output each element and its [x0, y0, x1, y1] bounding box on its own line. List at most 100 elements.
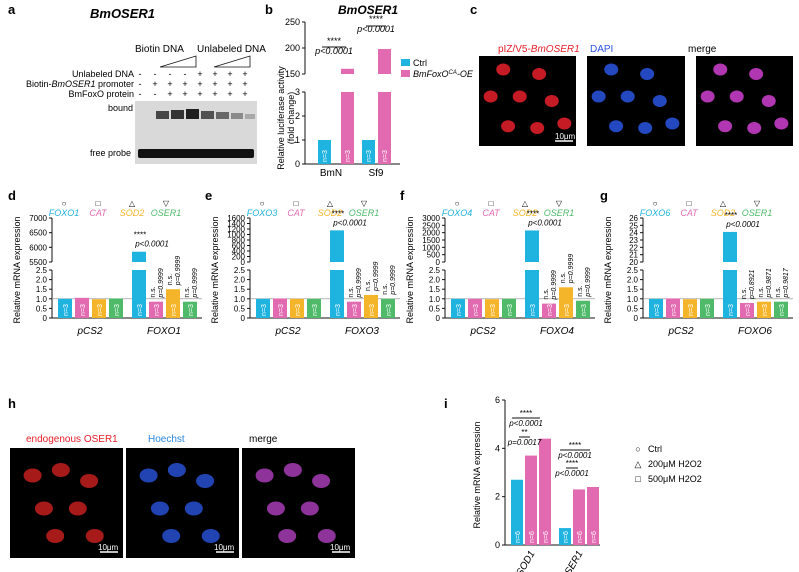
bar [183, 301, 197, 318]
legend-symbol: ▽ [163, 199, 170, 208]
p-value: p<0.0001 [356, 24, 395, 34]
y-tick-label: 25 [629, 221, 638, 230]
y-tick-label: 6500 [29, 229, 47, 238]
nucleus [700, 90, 715, 103]
y-tick-label: 1000 [422, 243, 440, 252]
p-value: p=0.9999 [175, 256, 182, 286]
legend-symbol: △ [129, 199, 136, 208]
legend-symbol: △ [720, 199, 727, 208]
sig-stars: **** [725, 211, 737, 220]
panel-letter-i: i [444, 396, 448, 411]
p-value: p<0.0001 [554, 469, 589, 478]
n-label: n=3 [745, 304, 752, 316]
n-label: n=3 [762, 304, 769, 316]
x-tick-label: pCS2 [469, 326, 495, 337]
bar [757, 301, 771, 318]
bar [341, 68, 354, 74]
biotin-dna-label: Biotin DNA [135, 44, 184, 55]
h-nuclei [23, 463, 336, 543]
p-value: p=0.9999 [356, 268, 363, 298]
panel-b: BmOSER1 Relative luciferase activity(fol… [276, 3, 474, 179]
bar [109, 298, 123, 318]
n-label: n=3 [530, 304, 537, 316]
y-tick-label: 2 [295, 111, 300, 121]
p-value: p<0.0001 [557, 451, 592, 460]
bar [273, 298, 287, 318]
p-value: p<0.0001 [332, 218, 367, 227]
y-tick-label: 500 [427, 251, 441, 260]
y-tick-label: 2.5 [234, 266, 246, 275]
bar [330, 230, 344, 262]
sig-stars: **** [520, 409, 532, 418]
y-tick-label: 1200 [227, 225, 245, 234]
legend-label: FOXO6 [640, 208, 671, 218]
x-tick-label: FOXO6 [738, 326, 772, 337]
n-label: n=3 [154, 304, 161, 316]
y-tick-label: 3000 [422, 214, 440, 223]
panel-letter-c: c [470, 2, 477, 17]
n-label: n=3 [581, 304, 588, 316]
y-tick-label: 2.5 [429, 266, 441, 275]
emsa-mark: + [227, 69, 232, 79]
nucleus [638, 122, 653, 134]
emsa-mark: - [169, 69, 172, 79]
legend-symbol: △ [635, 459, 642, 469]
y-tick-label: 6000 [29, 243, 47, 252]
n-label: n=6 [563, 531, 570, 543]
emsa-mark: - [184, 69, 187, 79]
n-label: n=3 [564, 304, 571, 316]
legend-symbol: □ [635, 474, 641, 484]
y-tick-label: 26 [629, 214, 638, 223]
bound-label: bound [108, 103, 133, 113]
n-label: n=3 [688, 304, 695, 316]
emsa-mark: - [139, 89, 142, 99]
bar [330, 270, 344, 318]
legend-symbol: ○ [260, 199, 265, 208]
c-nuclei [483, 63, 789, 134]
sig-ns: n.s. [560, 272, 567, 283]
n-label: n=3 [322, 150, 329, 162]
h-label-hoechst: Hoechst [148, 434, 185, 445]
row-label-unlabeled: Unlabeled DNA [72, 69, 134, 79]
legend-ctrl-swatch [401, 59, 410, 66]
c-label-plz: pIZ/V5-BmOSER1 [498, 44, 580, 55]
legend-label: FOXO4 [442, 208, 473, 218]
y-tick-label: 1400 [227, 220, 245, 229]
emsa-mark: + [212, 79, 217, 89]
panel-letter-e: e [205, 188, 212, 203]
y-tick-label: 1.5 [429, 285, 441, 294]
nucleus [167, 463, 186, 477]
nucleus [68, 501, 87, 516]
y-tick-label: 2.0 [429, 276, 441, 285]
bar [485, 299, 499, 318]
y-tick-label: 800 [232, 236, 246, 245]
y-axis-label: Relative mRNA expression [12, 216, 22, 323]
bar [378, 49, 391, 74]
nucleus [591, 90, 606, 103]
x-tick-label: BmN [320, 168, 342, 179]
sig-ns: n.s. [543, 288, 550, 299]
y-tick-label: 2.0 [627, 276, 639, 285]
x-tick-label: Sf9 [368, 168, 383, 179]
y-tick-label: 21 [629, 251, 638, 260]
n-label: n=3 [295, 304, 302, 316]
nucleus [150, 501, 169, 516]
luciferase-y-axis-label: Relative luciferase activity(fold change… [276, 66, 296, 170]
nucleus [557, 117, 572, 130]
p-value: p=0.9999 [585, 267, 592, 297]
n-label: n=6 [577, 531, 584, 543]
panel-a: BmOSER1 Biotin DNA Unlabeled DNA Unlabel… [26, 6, 266, 164]
y-tick-label: 0 [241, 258, 246, 267]
h-scale-text: 10μm [330, 543, 351, 552]
bar [573, 489, 585, 545]
p-value: p=0.0017 [507, 438, 542, 447]
free-probe-label: free probe [90, 148, 131, 158]
sig-stars: **** [527, 209, 539, 218]
legend-label: SOD2 [711, 208, 736, 218]
legend-symbol: △ [327, 199, 334, 208]
bar [318, 140, 331, 164]
y-tick-label: 1.0 [36, 295, 48, 304]
legend-symbol: ○ [455, 199, 460, 208]
y-tick-label: 0.5 [234, 304, 246, 313]
bar [587, 487, 599, 545]
